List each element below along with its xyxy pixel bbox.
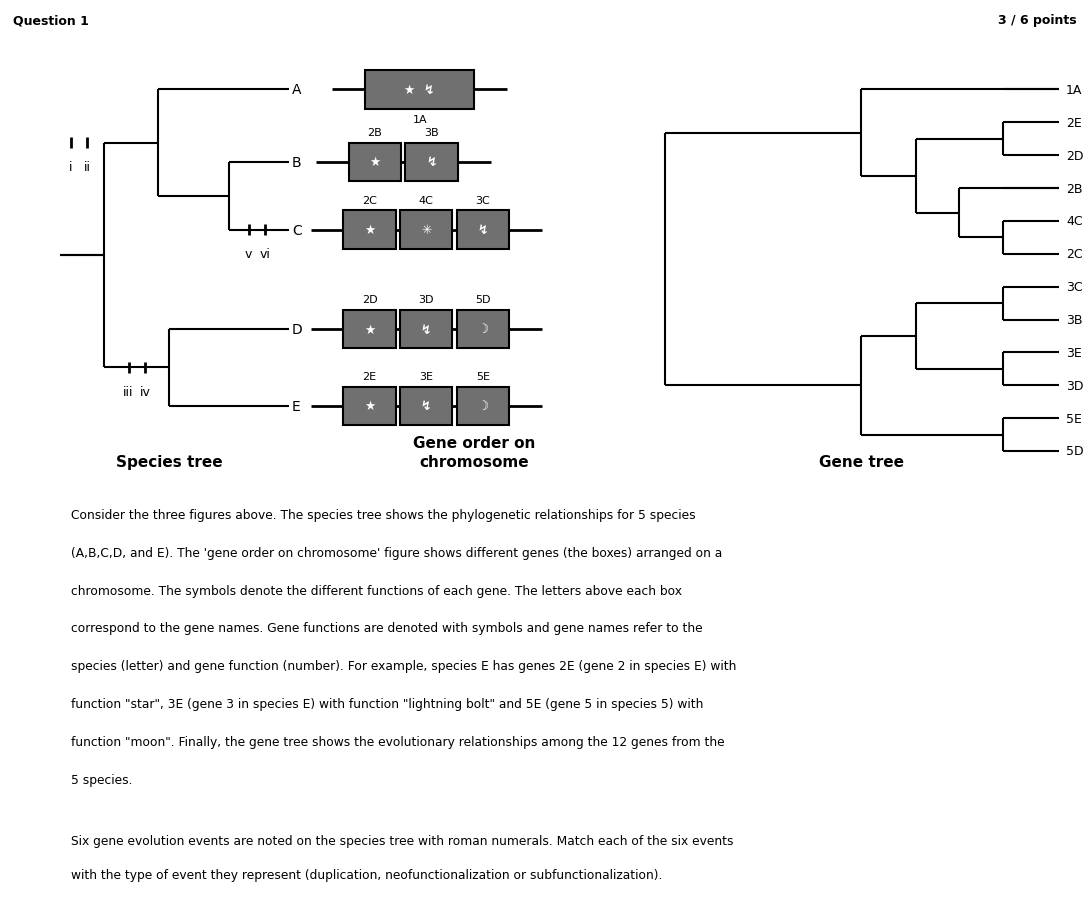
Bar: [400, 311, 452, 349]
Text: 2D: 2D: [1066, 150, 1083, 163]
Text: Consider the three figures above. The species tree shows the phylogenetic relati: Consider the three figures above. The sp…: [71, 508, 695, 522]
Text: Gene order on
chromosome: Gene order on chromosome: [413, 436, 535, 470]
Text: 3E: 3E: [420, 372, 433, 382]
Bar: [343, 387, 396, 425]
Text: C: C: [292, 223, 302, 237]
Text: 3E: 3E: [1066, 347, 1081, 359]
Text: ★: ★: [364, 323, 375, 336]
Bar: [457, 387, 509, 425]
Text: 2B: 2B: [367, 128, 383, 138]
Text: ii: ii: [84, 161, 90, 173]
Text: 3C: 3C: [1066, 281, 1082, 293]
Text: Six gene evolution events are noted on the species tree with roman numerals. Mat: Six gene evolution events are noted on t…: [71, 834, 734, 847]
Text: ☽: ☽: [477, 400, 488, 413]
Text: 3B: 3B: [424, 128, 439, 138]
Text: function "star", 3E (gene 3 in species E) with function "lightning bolt" and 5E : function "star", 3E (gene 3 in species E…: [71, 697, 703, 711]
Bar: [400, 387, 452, 425]
Text: 2E: 2E: [1066, 116, 1081, 130]
Bar: [365, 71, 474, 109]
Text: i: i: [69, 161, 73, 173]
Text: A: A: [292, 83, 302, 98]
Text: 3D: 3D: [419, 295, 434, 305]
Text: 5D: 5D: [475, 295, 490, 305]
Text: 5E: 5E: [476, 372, 489, 382]
Bar: [343, 311, 396, 349]
Bar: [343, 211, 396, 249]
Text: iv: iv: [140, 385, 150, 398]
Text: (A,B,C,D, and E). The 'gene order on chromosome' figure shows different genes (t: (A,B,C,D, and E). The 'gene order on chr…: [71, 546, 722, 559]
Bar: [457, 211, 509, 249]
Text: function "moon". Finally, the gene tree shows the evolutionary relationships amo: function "moon". Finally, the gene tree …: [71, 735, 725, 748]
Text: 5D: 5D: [1066, 445, 1083, 458]
Text: 3B: 3B: [1066, 313, 1082, 327]
Text: 2C: 2C: [362, 196, 377, 206]
Text: ✳: ✳: [421, 224, 432, 237]
Text: 1A: 1A: [412, 115, 427, 125]
Text: D: D: [292, 322, 303, 337]
Text: 5 species.: 5 species.: [71, 773, 132, 786]
Text: chromosome. The symbols denote the different functions of each gene. The letters: chromosome. The symbols denote the diffe…: [71, 584, 682, 597]
Text: 2C: 2C: [1066, 248, 1082, 261]
Text: Question 1: Question 1: [13, 14, 89, 27]
Text: with the type of event they represent (duplication, neofunctionalization or subf: with the type of event they represent (d…: [71, 869, 663, 881]
Text: 3 / 6 points: 3 / 6 points: [998, 14, 1077, 27]
Text: 3D: 3D: [1066, 379, 1083, 392]
Text: Species tree: Species tree: [116, 454, 222, 470]
Text: ★  ↯: ★ ↯: [404, 84, 435, 97]
Text: iii: iii: [123, 385, 134, 398]
Text: 4C: 4C: [419, 196, 434, 206]
Text: ★: ★: [364, 400, 375, 413]
Text: 3C: 3C: [475, 196, 490, 206]
Bar: [405, 144, 458, 182]
Text: 5E: 5E: [1066, 412, 1082, 425]
Text: ↯: ↯: [477, 224, 488, 237]
Bar: [349, 144, 401, 182]
Text: ★: ★: [370, 156, 380, 169]
Text: correspond to the gene names. Gene functions are denoted with symbols and gene n: correspond to the gene names. Gene funct…: [71, 622, 702, 635]
Text: ★: ★: [364, 224, 375, 237]
Bar: [457, 311, 509, 349]
Text: 4C: 4C: [1066, 215, 1082, 228]
Text: E: E: [292, 399, 301, 414]
Text: 2D: 2D: [362, 295, 377, 305]
Text: vi: vi: [259, 247, 270, 260]
Text: B: B: [292, 155, 302, 170]
Bar: [400, 211, 452, 249]
Text: species (letter) and gene function (number). For example, species E has genes 2E: species (letter) and gene function (numb…: [71, 659, 736, 673]
Text: 2B: 2B: [1066, 182, 1082, 195]
Text: 2E: 2E: [363, 372, 376, 382]
Text: ☽: ☽: [477, 323, 488, 336]
Text: Gene tree: Gene tree: [819, 454, 904, 470]
Text: ↯: ↯: [421, 400, 432, 413]
Text: v: v: [245, 247, 252, 260]
Text: ↯: ↯: [421, 323, 432, 336]
Text: ↯: ↯: [426, 156, 437, 169]
Text: 1A: 1A: [1066, 84, 1082, 97]
